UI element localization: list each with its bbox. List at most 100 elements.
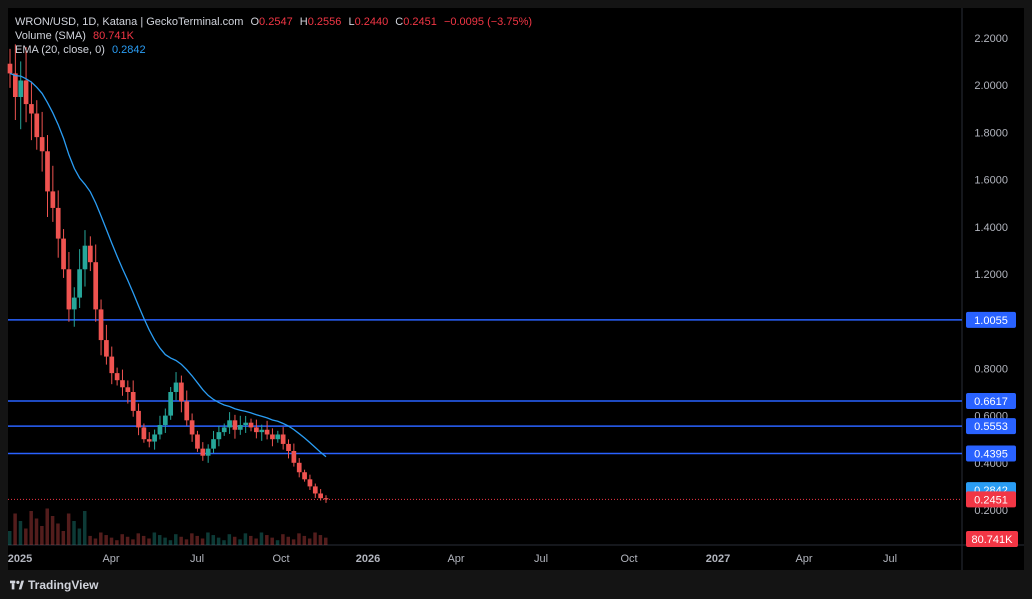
x-tick-label: Apr [795,553,812,565]
candle-body [77,269,82,298]
volume-label: Volume (SMA) [15,30,86,42]
volume-bar [66,513,71,545]
volume-bar [195,535,199,545]
volume-bar [243,533,248,545]
candle-body [141,427,147,440]
candle-body [98,309,104,341]
candle-body [18,80,24,97]
candle-body [136,410,141,428]
ema-label: EMA (20, close, 0) [15,44,105,56]
volume-bar [318,535,323,545]
candle-body [211,439,216,449]
candle-body [66,269,72,310]
volume-bar [163,537,167,545]
candle-body [55,207,61,239]
volume-bar [286,536,291,545]
candle-body [237,425,243,430]
candle-body [23,80,29,105]
volume-bar [216,537,221,545]
candle-body [39,137,45,152]
volume-bar [307,538,312,545]
volume-bar [115,540,119,545]
ema-line[interactable] [9,72,327,458]
tradingview-brand[interactable]: TradingView [10,578,98,592]
volume-bar [291,539,296,545]
volume-bar [141,535,146,545]
volume-bar [29,511,33,545]
candle-body [216,432,222,440]
volume-bar [93,538,98,545]
volume-bar [184,539,189,545]
candle-body [29,104,34,114]
volume-bar [174,534,178,545]
close-value: 0.2451 [403,16,437,28]
volume-bar [222,540,226,545]
level-price-badge [966,445,1016,462]
candle-body [130,392,136,411]
volume-bar [227,534,232,545]
volume-bar [61,531,66,545]
candle-body [286,443,291,451]
candle-body [61,238,66,270]
candle-body [221,427,227,433]
candle-body [146,439,152,442]
candle-body [232,420,238,430]
candle-body [173,382,179,392]
volume-bar [45,508,49,545]
candle-body [227,420,232,428]
volume-bar [200,538,205,545]
volume-bar [281,534,285,545]
candle-body [205,448,211,456]
volume-bar [125,536,130,545]
candle-body [296,462,302,473]
volume-bar [238,539,242,545]
volume-bar [232,536,237,545]
ema-legend[interactable]: EMA (20, close, 0) 0.2842 [15,44,150,56]
level-price-label: 0.6617 [974,396,1008,408]
candle-body [120,380,125,388]
volume-badge-label: 80.741K [972,534,1014,546]
candle-body [280,434,286,444]
tradingview-logo-icon [10,580,24,590]
candle-body [318,493,323,499]
volume-bar [254,538,258,545]
x-tick-label: Jul [190,553,204,565]
volume-bar [168,540,173,545]
y-tick-label: 2.2000 [974,33,1008,45]
candle-body [7,63,13,74]
volume-bar [40,526,44,545]
volume-legend[interactable]: Volume (SMA) 80.741K [15,30,138,42]
candle-body [195,434,200,449]
candle-body [179,382,184,402]
volume-bar [147,538,151,545]
volume-bar [8,531,12,545]
chart-pane[interactable] [8,8,1024,570]
candle-body [248,422,254,428]
candle-body [189,420,195,435]
volume-bar [99,532,103,545]
low-label: L [348,16,355,28]
volume-bar [88,535,92,545]
brand-name: TradingView [28,578,99,592]
close-label: C [395,16,404,28]
x-tick-label: Apr [447,553,464,565]
ohlc-legend: WRON/USD, 1D, Katana | GeckoTerminal.com… [15,16,536,28]
candle-body [254,427,259,433]
volume-value: 80.741K [92,30,134,42]
candle-body [184,401,190,421]
candle-body [71,297,77,310]
volume-bar [109,537,114,545]
candle-body [259,429,265,433]
candle-body [264,429,270,435]
volume-bar [275,540,280,545]
symbol-title[interactable]: WRON/USD, 1D, Katana | GeckoTerminal.com [15,16,244,28]
level-price-badge [966,311,1016,328]
volume-bar [211,535,216,545]
volume-bar [179,536,183,545]
y-tick-label: 0.2000 [974,505,1008,517]
y-tick-label: 2.0000 [974,80,1008,92]
volume-bar [313,532,317,545]
candle-body [34,113,40,138]
